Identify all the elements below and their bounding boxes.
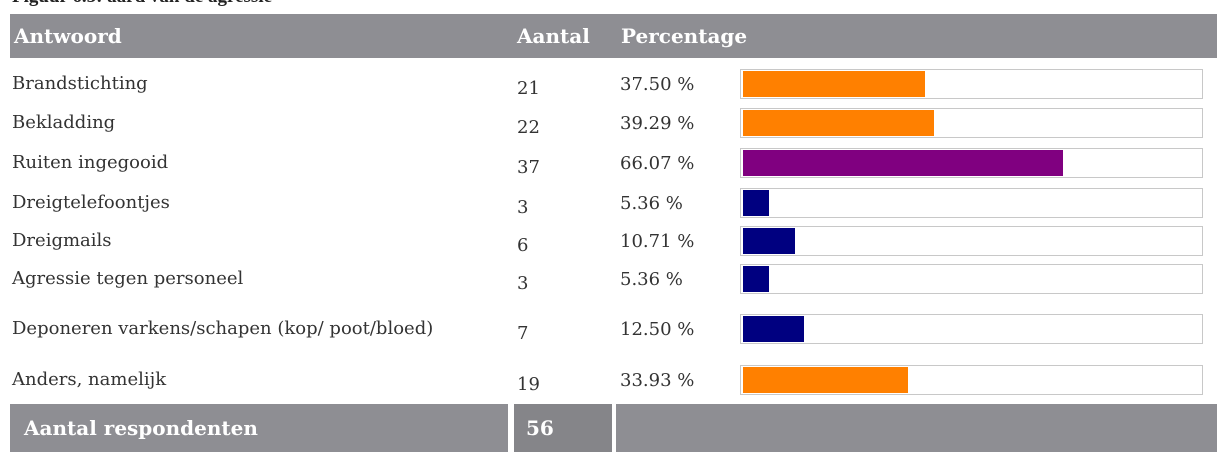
footer-label: Aantal respondenten <box>10 404 508 452</box>
percentage: 66.07 % <box>620 152 695 174</box>
bar <box>743 266 769 292</box>
bar <box>743 110 934 136</box>
answer: Deponeren varkens/schapen (kop/ poot/blo… <box>12 318 434 339</box>
bar <box>743 71 925 97</box>
answer: Anders, namelijk <box>12 369 167 390</box>
count: 22 <box>517 116 540 138</box>
footer-blank <box>616 404 1217 452</box>
footer-total: 56 <box>514 404 612 452</box>
bar <box>743 190 769 216</box>
header-cell: Percentage <box>615 14 1217 58</box>
answer: Agressie tegen personeel <box>12 268 244 289</box>
percentage: 5.36 % <box>620 268 683 290</box>
bar <box>743 316 804 342</box>
percentage: 39.29 % <box>620 112 695 134</box>
answer: Ruiten ingegooid <box>12 152 169 173</box>
bar <box>743 367 908 393</box>
count: 19 <box>517 373 540 395</box>
answer: Bekladding <box>12 112 116 133</box>
answer: Brandstichting <box>12 73 148 94</box>
percentage: 33.93 % <box>620 369 695 391</box>
percentage: 10.71 % <box>620 230 695 252</box>
count: 3 <box>517 272 529 294</box>
count: 6 <box>517 234 529 256</box>
bar-track <box>740 264 1203 294</box>
percentage: 5.36 % <box>620 192 683 214</box>
answer: Dreigmails <box>12 230 112 251</box>
count: 7 <box>517 322 529 344</box>
answer: Dreigtelefoontjes <box>12 192 170 213</box>
bar-track <box>740 226 1203 256</box>
percentage: 12.50 % <box>620 318 695 340</box>
count: 3 <box>517 196 529 218</box>
bar <box>743 228 795 254</box>
header-cell: Antwoord <box>10 14 515 58</box>
count: 21 <box>517 77 540 99</box>
bar <box>743 150 1064 176</box>
bar-track <box>740 188 1203 218</box>
percentage: 37.50 % <box>620 73 695 95</box>
title: Figuur 6.5: aard van de agressie <box>12 0 272 8</box>
header-cell: Aantal <box>515 14 615 58</box>
count: 37 <box>517 156 540 178</box>
bar-track <box>740 314 1203 344</box>
